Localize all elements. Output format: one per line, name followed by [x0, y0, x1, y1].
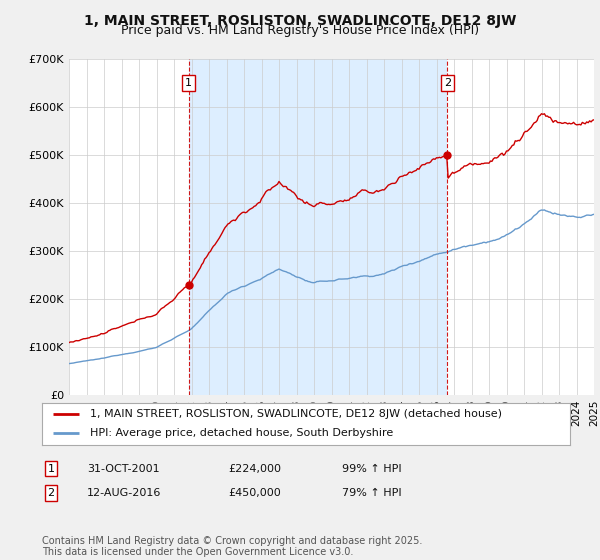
- Text: 1, MAIN STREET, ROSLISTON, SWADLINCOTE, DE12 8JW (detached house): 1, MAIN STREET, ROSLISTON, SWADLINCOTE, …: [89, 409, 502, 419]
- Text: 12-AUG-2016: 12-AUG-2016: [87, 488, 161, 498]
- Text: 31-OCT-2001: 31-OCT-2001: [87, 464, 160, 474]
- Text: 2: 2: [444, 78, 451, 88]
- Text: £450,000: £450,000: [228, 488, 281, 498]
- Bar: [188, 59, 448, 395]
- Text: £224,000: £224,000: [228, 464, 281, 474]
- Text: 99% ↑ HPI: 99% ↑ HPI: [342, 464, 401, 474]
- Text: 1, MAIN STREET, ROSLISTON, SWADLINCOTE, DE12 8JW: 1, MAIN STREET, ROSLISTON, SWADLINCOTE, …: [84, 14, 516, 28]
- Text: 2: 2: [47, 488, 55, 498]
- Text: 1: 1: [185, 78, 192, 88]
- Text: 1: 1: [47, 464, 55, 474]
- Text: Price paid vs. HM Land Registry's House Price Index (HPI): Price paid vs. HM Land Registry's House …: [121, 24, 479, 36]
- Text: 79% ↑ HPI: 79% ↑ HPI: [342, 488, 401, 498]
- Text: Contains HM Land Registry data © Crown copyright and database right 2025.
This d: Contains HM Land Registry data © Crown c…: [42, 535, 422, 557]
- Text: HPI: Average price, detached house, South Derbyshire: HPI: Average price, detached house, Sout…: [89, 428, 393, 438]
